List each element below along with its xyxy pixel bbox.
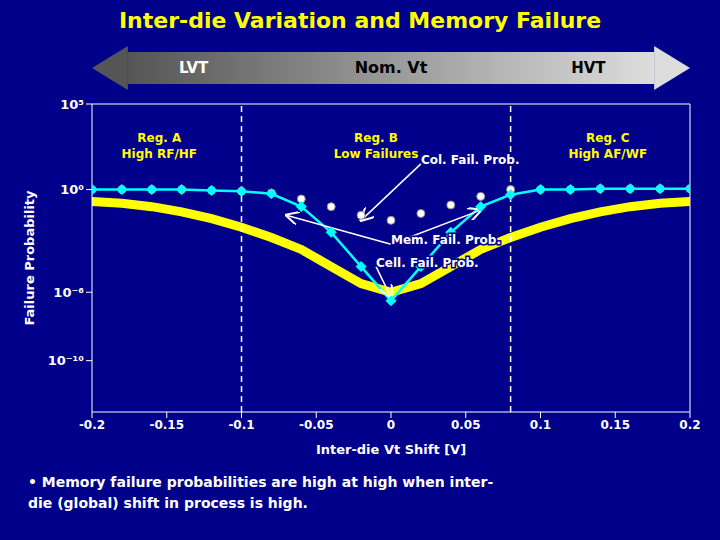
svg-text:0.1: 0.1 <box>530 418 551 432</box>
svg-text:0.2: 0.2 <box>679 418 700 432</box>
svg-text:10⁰: 10⁰ <box>60 182 84 197</box>
svg-text:0: 0 <box>387 418 395 432</box>
svg-text:Reg. BLow Failures: Reg. BLow Failures <box>334 131 419 161</box>
svg-text:Reg. CHigh AF/WF: Reg. CHigh AF/WF <box>568 131 647 161</box>
svg-text:-0.2: -0.2 <box>79 418 105 432</box>
svg-text:10⁻⁶: 10⁻⁶ <box>53 285 84 300</box>
svg-text:-0.15: -0.15 <box>149 418 184 432</box>
html-text:• Memory failure probabilities: • Memory failure probabilities are high … <box>28 474 494 511</box>
svg-text:Cell. Fail. Prob.: Cell. Fail. Prob. <box>376 256 479 270</box>
svg-text:Reg. AHigh RF/HF: Reg. AHigh RF/HF <box>122 131 198 161</box>
svg-text:Col. Fail. Prob.: Col. Fail. Prob. <box>421 153 520 167</box>
svg-text:-0.1: -0.1 <box>228 418 254 432</box>
svg-text:10⁻¹⁰: 10⁻¹⁰ <box>48 353 85 368</box>
svg-text:Mem. Fail. Prob.: Mem. Fail. Prob. <box>391 233 501 247</box>
svg-text:Inter-die Vt Shift [V]: Inter-die Vt Shift [V] <box>316 442 466 457</box>
svg-text:10⁵: 10⁵ <box>60 97 84 112</box>
svg-text:-0.05: -0.05 <box>299 418 334 432</box>
svg-text:HVT: HVT <box>571 59 606 77</box>
svg-text:0.15: 0.15 <box>600 418 630 432</box>
svg-text:Failure Probability: Failure Probability <box>22 190 37 326</box>
svg-text:LVT: LVT <box>179 59 209 77</box>
svg-text:Nom. Vt: Nom. Vt <box>355 58 428 77</box>
html-text:Inter-die Variation and Memory: Inter-die Variation and Memory Failure <box>118 8 602 33</box>
svg-text:0.05: 0.05 <box>451 418 481 432</box>
